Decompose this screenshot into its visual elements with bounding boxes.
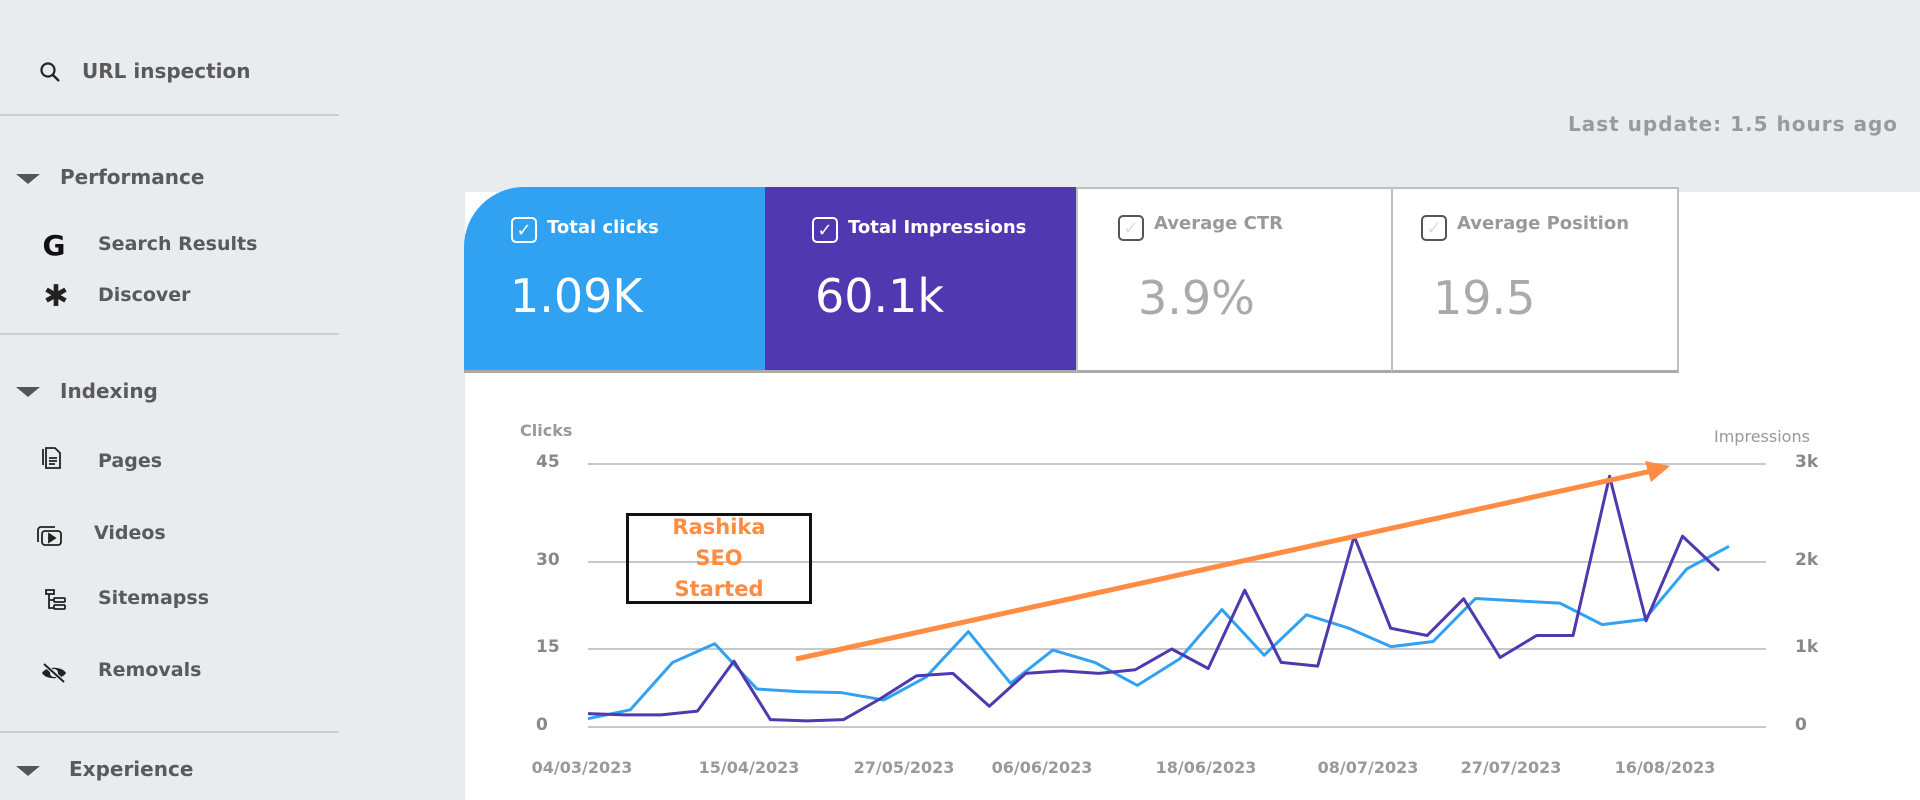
eye-off-icon (40, 659, 68, 687)
left-tick-label: 0 (536, 715, 548, 735)
chevron-down-icon[interactable] (16, 174, 40, 184)
right-tick-label: 0 (1795, 715, 1807, 735)
left-tick-label: 30 (536, 550, 560, 570)
checkbox-unchecked-icon[interactable]: ✓ (1421, 215, 1447, 241)
sidebar-item-url-inspection[interactable]: URL inspection (82, 59, 251, 83)
annotation-text: Rashika SEO Started (672, 515, 766, 601)
search-icon (36, 58, 64, 86)
sidebar-item-pages[interactable]: Pages (98, 450, 163, 472)
left-axis-title: Clicks (520, 421, 573, 440)
x-tick-label: 27/05/2023 (853, 758, 955, 777)
card-average-position[interactable]: ✓ Average Position 19.5 (1391, 187, 1679, 373)
x-tick-label: 04/03/2023 (531, 758, 633, 777)
card-total-impressions[interactable]: ✓ Total Impressions 60.1k (765, 187, 1076, 373)
x-tick-label: 18/06/2023 (1155, 758, 1257, 777)
x-tick-label: 06/06/2023 (991, 758, 1093, 777)
chevron-down-icon[interactable] (16, 387, 40, 397)
sidebar-item-removals[interactable]: Removals (98, 659, 202, 681)
videos-icon (36, 522, 64, 550)
sidebar-item-search-results[interactable]: Search Results (98, 233, 258, 255)
card-average-ctr[interactable]: ✓ Average CTR 3.9% (1076, 187, 1391, 373)
x-tick-label: 16/08/2023 (1614, 758, 1716, 777)
x-tick-label: 15/04/2023 (698, 758, 800, 777)
annotation-box: Rashika SEO Started (626, 513, 812, 604)
section-performance[interactable]: Performance (60, 165, 205, 189)
card-label: Total clicks (547, 217, 659, 238)
pages-icon (38, 444, 66, 472)
right-tick-label: 1k (1795, 637, 1819, 657)
card-value: 3.9% (1138, 271, 1255, 325)
card-value: 19.5 (1433, 271, 1536, 325)
card-label: Average Position (1457, 213, 1630, 234)
sidebar-item-videos[interactable]: Videos (94, 522, 166, 544)
right-axis-title: Impressions (1714, 427, 1810, 446)
x-tick-label: 27/07/2023 (1460, 758, 1562, 777)
right-tick-label: 3k (1795, 452, 1819, 472)
card-value: 60.1k (815, 269, 945, 323)
x-tick-label: 08/07/2023 (1317, 758, 1419, 777)
sidebar-item-sitemaps[interactable]: Sitemapss (98, 587, 210, 609)
sitemap-icon (42, 586, 70, 614)
card-value: 1.09K (510, 269, 643, 323)
divider (0, 333, 339, 335)
divider (0, 731, 339, 733)
right-tick-label: 2k (1795, 550, 1819, 570)
checkbox-checked-icon[interactable]: ✓ (511, 217, 537, 243)
card-total-clicks[interactable]: ✓ Total clicks 1.09K (464, 187, 765, 373)
asterisk-icon: ✱ (43, 278, 69, 314)
checkbox-unchecked-icon[interactable]: ✓ (1118, 215, 1144, 241)
divider (0, 114, 339, 116)
chevron-down-icon[interactable] (16, 766, 40, 776)
section-indexing[interactable]: Indexing (60, 379, 158, 403)
checkbox-checked-icon[interactable]: ✓ (812, 217, 838, 243)
sidebar-item-discover[interactable]: Discover (98, 284, 191, 306)
card-label: Average CTR (1154, 213, 1283, 234)
left-tick-label: 45 (536, 452, 560, 472)
google-icon: G (42, 228, 66, 262)
last-update: Last update: 1.5 hours ago (1567, 112, 1898, 136)
card-label: Total Impressions (848, 217, 1027, 238)
section-experience[interactable]: Experience (69, 757, 194, 781)
left-tick-label: 15 (536, 637, 560, 657)
